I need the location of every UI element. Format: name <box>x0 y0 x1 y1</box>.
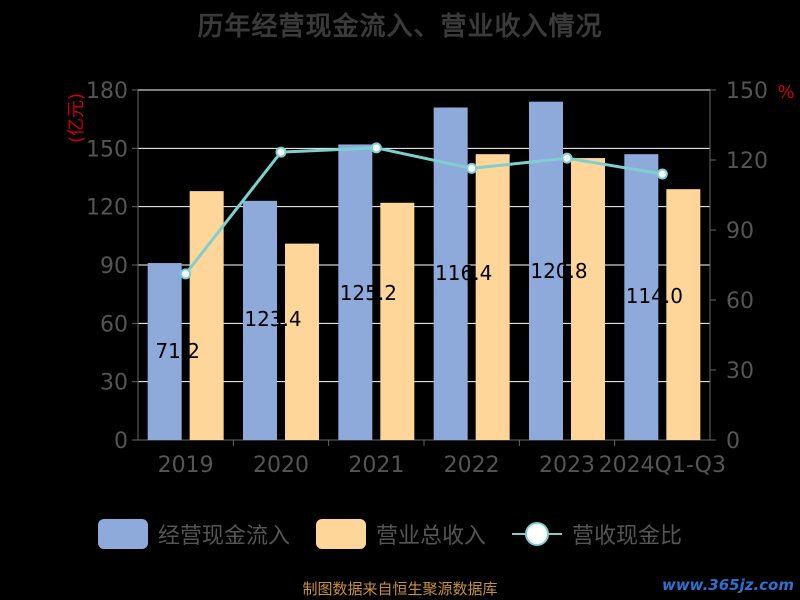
legend-item-ratio[interactable]: 营收现金比 <box>512 518 682 550</box>
bar-cash-inflow <box>147 263 182 440</box>
bar-cash-inflow <box>338 144 373 440</box>
source-note: 制图数据来自恒生聚源数据库 <box>302 580 498 598</box>
bar-revenue <box>189 191 224 440</box>
bar-revenue <box>285 243 319 440</box>
ratio-data-label: 116.4 <box>435 261 492 285</box>
legend-label-revenue: 营业总收入 <box>376 524 487 549</box>
legend-item-revenue[interactable]: 营业总收入 <box>316 518 486 550</box>
y-left-axis-label: (亿元) <box>66 93 87 143</box>
watermark: www.365jz.com <box>661 576 794 594</box>
ratio-point <box>180 268 192 280</box>
y-right-tick-label: 60 <box>726 289 754 314</box>
y-right-tick-label: 120 <box>726 149 768 174</box>
ratio-point <box>275 146 287 158</box>
y-left-tick-label: 120 <box>86 196 128 221</box>
y-right-tick-label: 30 <box>726 359 754 384</box>
y-left-tick-label: 90 <box>100 254 128 279</box>
legend: 经营现金流入 营业总收入 营收现金比 <box>98 518 708 550</box>
ratio-data-label: 71.2 <box>155 339 200 363</box>
y-left-tick-label: 60 <box>100 312 128 337</box>
ratio-point <box>656 168 668 180</box>
bar-revenue <box>666 189 701 440</box>
legend-swatch-revenue <box>316 519 367 549</box>
ratio-point <box>561 152 573 164</box>
ratio-line <box>184 146 663 275</box>
chart-title: 历年经营现金流入、营业收入情况 <box>197 12 603 42</box>
x-tick-label: 2024Q1-Q3 <box>599 453 726 478</box>
x-tick-label: 2021 <box>348 453 404 478</box>
legend-swatch-ratio <box>512 519 563 549</box>
y-right-tick-label: 0 <box>726 429 740 454</box>
ratio-data-label: 125.2 <box>340 281 397 305</box>
y-right-tick-label: 90 <box>726 219 754 244</box>
ratio-data-label: 123.4 <box>244 307 301 331</box>
ratio-point <box>370 142 382 154</box>
legend-swatch-cash-inflow <box>98 519 148 549</box>
ratio-point <box>466 162 478 174</box>
x-tick-label: 2022 <box>444 453 500 478</box>
bar-cash-inflow <box>243 200 277 440</box>
bar-cash-inflow <box>624 154 659 440</box>
bar-revenue <box>475 154 510 440</box>
x-tick-label: 2019 <box>158 453 214 478</box>
ratio-data-label: 120.8 <box>530 259 587 283</box>
y-left-tick-label: 150 <box>86 137 128 162</box>
y-left-tick-label: 30 <box>100 371 128 396</box>
bar-revenue <box>571 158 605 441</box>
y-left-tick-label: 0 <box>114 429 128 454</box>
legend-label-cash-inflow: 经营现金流入 <box>158 524 291 549</box>
x-tick-label: 2023 <box>539 453 595 478</box>
ratio-data-label: 114.0 <box>626 284 683 308</box>
y-right-axis-label: % <box>777 82 794 103</box>
x-tick-label: 2020 <box>253 453 309 478</box>
y-left-tick-label: 180 <box>86 79 128 104</box>
legend-label-ratio: 营收现金比 <box>572 524 683 549</box>
legend-item-cash-inflow[interactable]: 经营现金流入 <box>98 518 290 550</box>
bar-revenue <box>380 202 415 440</box>
y-right-tick-label: 150 <box>726 79 768 104</box>
